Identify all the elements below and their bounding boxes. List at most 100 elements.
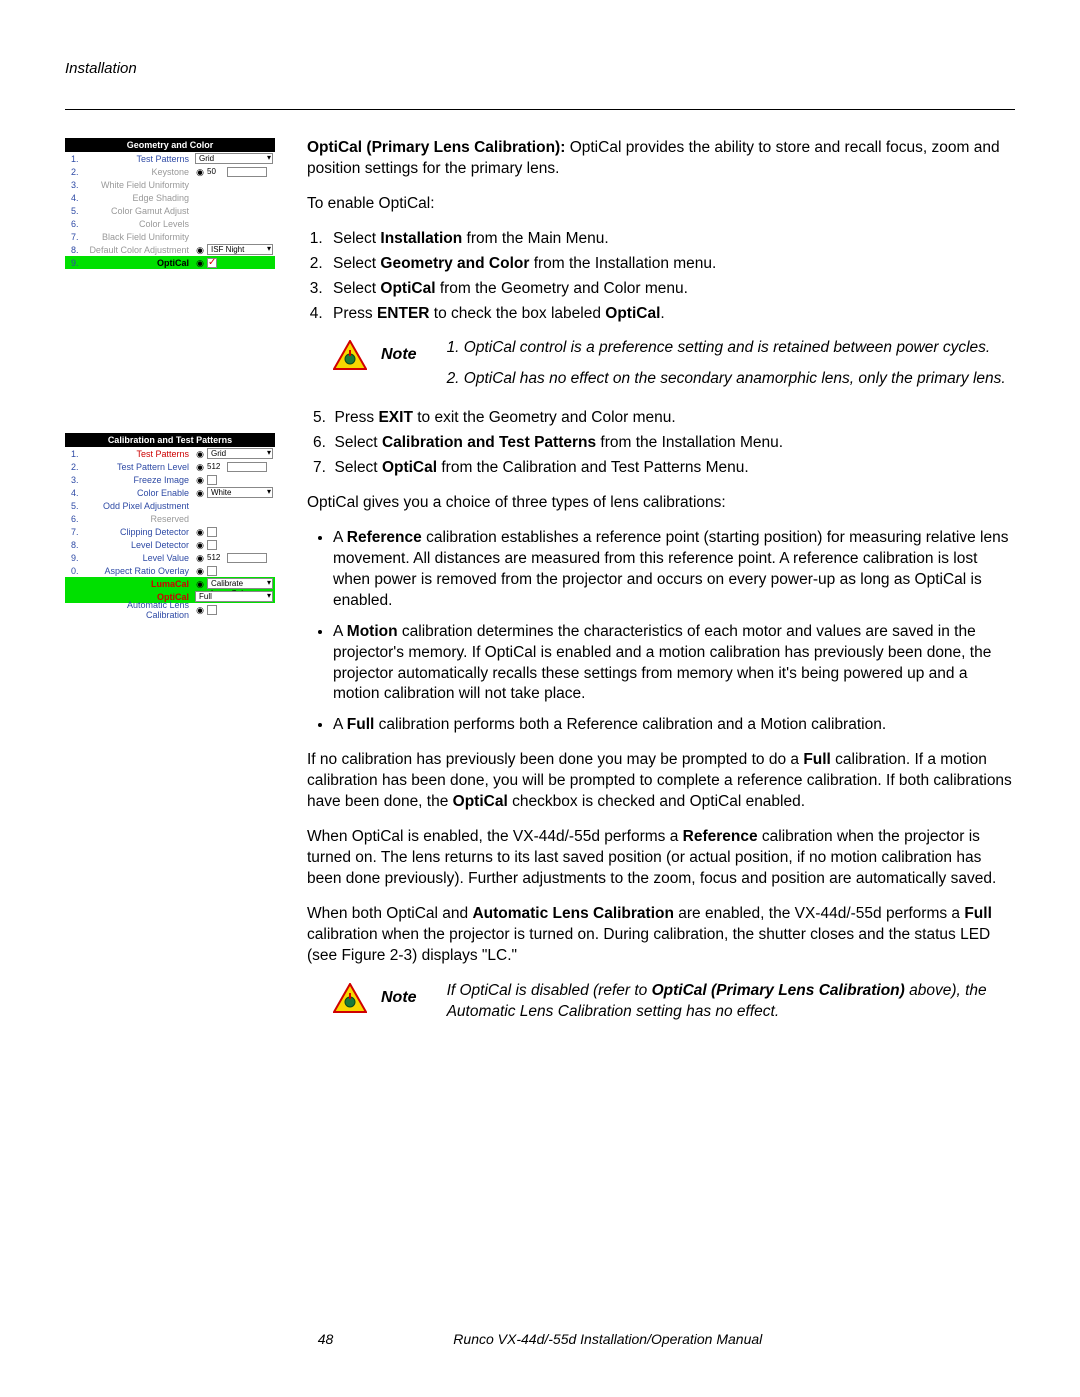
menu-row: 9.Level Value◉512 xyxy=(65,551,275,564)
step-item: 6. Select Calibration and Test Patterns … xyxy=(307,433,1015,454)
menu-row-highlight: LumaCal◉Calibrate LumaCal xyxy=(65,577,275,590)
row-num: 2. xyxy=(67,167,85,177)
row-num: 9. xyxy=(67,553,85,563)
menu-row: 0.Aspect Ratio Overlay◉ xyxy=(65,564,275,577)
menu2-last-row: Automatic Lens Calibration ◉ xyxy=(65,603,275,616)
optical-checkbox[interactable] xyxy=(207,258,217,268)
checkbox[interactable] xyxy=(207,527,217,537)
warning-icon xyxy=(333,340,367,370)
row-num: 0. xyxy=(67,566,85,576)
row-num: 4. xyxy=(67,488,85,498)
value-text: 512 xyxy=(207,553,225,562)
enable-line: To enable OptiCal: xyxy=(307,194,1015,215)
row-num: 8. xyxy=(67,540,85,550)
globe-icon: ◉ xyxy=(195,579,205,589)
checkbox[interactable] xyxy=(207,540,217,550)
step-item: Select Geometry and Color from the Insta… xyxy=(327,254,1015,275)
para-both-enabled: When both OptiCal and Automatic Lens Cal… xyxy=(307,904,1015,967)
value-input[interactable] xyxy=(227,167,267,177)
page-footer: 48 Runco VX-44d/-55d Installation/Operat… xyxy=(0,1331,1080,1347)
globe-icon: ◉ xyxy=(195,449,205,459)
row-label: Color Gamut Adjust xyxy=(85,206,195,216)
manual-title: Runco VX-44d/-55d Installation/Operation… xyxy=(453,1331,762,1347)
left-column: Geometry and Color 1.Test PatternsGrid2.… xyxy=(65,138,275,1040)
note-block-1: Note 1. OptiCal control is a preference … xyxy=(333,338,1015,390)
step-item: 5. Press EXIT to exit the Geometry and C… xyxy=(307,408,1015,429)
menu-row: 8.Default Color Adjustment◉ISF Night xyxy=(65,243,275,256)
dropdown[interactable]: Calibrate LumaCal xyxy=(207,578,273,589)
menu-geometry-color: Geometry and Color 1.Test PatternsGrid 2.… xyxy=(65,138,275,269)
dropdown[interactable]: ISF Night xyxy=(207,244,273,255)
bullet-item: A Full calibration performs both a Refer… xyxy=(333,715,1015,736)
right-column: OptiCal (Primary Lens Calibration): Opti… xyxy=(307,138,1015,1040)
menu2-last-label: Automatic Lens Calibration xyxy=(85,600,195,620)
row-label: LumaCal xyxy=(85,579,195,589)
row-num: 3. xyxy=(67,475,85,485)
value-input[interactable] xyxy=(227,553,267,563)
menu-row: 3.Freeze Image◉ xyxy=(65,473,275,486)
globe-icon: ◉ xyxy=(195,258,205,268)
row-label: Reserved xyxy=(85,514,195,524)
menu-row: 5.Odd Pixel Adjustment xyxy=(65,499,275,512)
dropdown[interactable]: Grid xyxy=(195,153,273,164)
row-label: Level Detector xyxy=(85,540,195,550)
menu-row: 4.Edge Shading xyxy=(65,191,275,204)
globe-icon: ◉ xyxy=(195,527,205,537)
menu-row: 8.Level Detector◉ xyxy=(65,538,275,551)
row-num: 7. xyxy=(67,527,85,537)
menu-row: 5.Color Gamut Adjust xyxy=(65,204,275,217)
menu-row: 1.Test Patterns◉Grid xyxy=(65,447,275,460)
row-label: Black Field Uniformity xyxy=(85,232,195,242)
header-rule xyxy=(65,109,1015,110)
row-num: 5. xyxy=(67,206,85,216)
menu1-title: Geometry and Color xyxy=(65,138,275,152)
step-item: Select Installation from the Main Menu. xyxy=(327,229,1015,250)
step-item: Select OptiCal from the Geometry and Col… xyxy=(327,279,1015,300)
dropdown[interactable]: White xyxy=(207,487,273,498)
menu-row: 4.Color Enable◉White xyxy=(65,486,275,499)
value-input[interactable] xyxy=(227,462,267,472)
menu1-hl-ctrl: ◉ xyxy=(195,258,273,268)
globe-icon: ◉ xyxy=(195,245,205,255)
auto-lens-checkbox[interactable] xyxy=(207,605,217,615)
note2-text: If OptiCal is disabled (refer to OptiCal… xyxy=(447,981,1015,1023)
step-item: 7. Select OptiCal from the Calibration a… xyxy=(307,458,1015,479)
menu-row: 7.Clipping Detector◉ xyxy=(65,525,275,538)
menu-row: 6.Reserved xyxy=(65,512,275,525)
row-label: Test Patterns xyxy=(85,154,195,164)
globe-icon: ◉ xyxy=(195,566,205,576)
menu-row: 2.Test Pattern Level◉512 xyxy=(65,460,275,473)
steps-list-b: 5. Press EXIT to exit the Geometry and C… xyxy=(307,408,1015,479)
note1-line1: 1. OptiCal control is a preference setti… xyxy=(447,338,1006,359)
steps-list-a: Select Installation from the Main Menu. S… xyxy=(307,229,1015,325)
row-label: Default Color Adjustment xyxy=(85,245,195,255)
row-label: Test Pattern Level xyxy=(85,462,195,472)
menu-calibration: Calibration and Test Patterns 1.Test Pat… xyxy=(65,433,275,616)
globe-icon: ◉ xyxy=(195,605,205,615)
row-num: 7. xyxy=(67,232,85,242)
row-num: 1. xyxy=(67,154,85,164)
choice-line: OptiCal gives you a choice of three type… xyxy=(307,493,1015,514)
globe-icon: ◉ xyxy=(195,167,205,177)
row-label: Color Enable xyxy=(85,488,195,498)
checkbox[interactable] xyxy=(207,475,217,485)
globe-icon: ◉ xyxy=(195,553,205,563)
row-num: 6. xyxy=(67,514,85,524)
warning-icon xyxy=(333,983,367,1013)
globe-icon: ◉ xyxy=(195,462,205,472)
menu-row: 7.Black Field Uniformity xyxy=(65,230,275,243)
row-label: Edge Shading xyxy=(85,193,195,203)
value-text: 50 xyxy=(207,167,225,176)
dropdown[interactable]: Full xyxy=(195,591,273,602)
row-label: Level Value xyxy=(85,553,195,563)
row-num: 4. xyxy=(67,193,85,203)
dropdown[interactable]: Grid xyxy=(207,448,273,459)
row-num: 2. xyxy=(67,462,85,472)
menu-row: 6.Color Levels xyxy=(65,217,275,230)
menu1-hl-label: OptiCal xyxy=(85,258,195,268)
globe-icon: ◉ xyxy=(195,475,205,485)
para-nocal: If no calibration has previously been do… xyxy=(307,750,1015,813)
note1-text: 1. OptiCal control is a preference setti… xyxy=(447,338,1006,390)
checkbox[interactable] xyxy=(207,566,217,576)
row-num: 6. xyxy=(67,219,85,229)
